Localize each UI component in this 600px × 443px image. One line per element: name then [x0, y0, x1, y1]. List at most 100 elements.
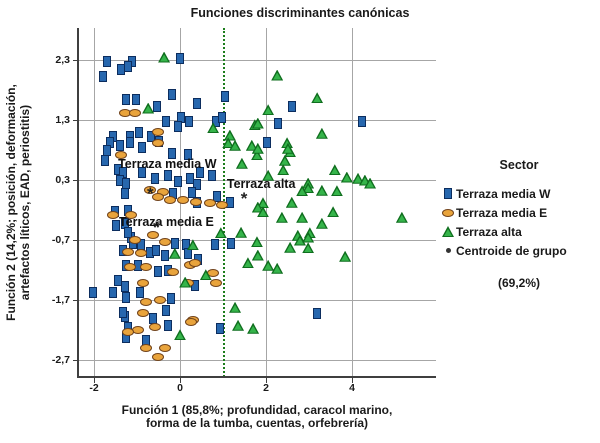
- scatter-point-terraza-alta: [256, 197, 269, 209]
- y-tick-label: -0,7: [51, 234, 70, 246]
- scatter-point-terraza-alta: [222, 137, 235, 149]
- scatter-point-terraza-alta: [251, 142, 264, 154]
- scatter-point-terraza-media-e: [115, 150, 128, 159]
- scatter-point-terraza-media-e: [152, 138, 165, 147]
- scatter-point-terraza-media-w: [185, 172, 194, 184]
- scatter-point-terraza-media-w: [123, 60, 132, 72]
- scatter-point-terraza-media-e: [140, 263, 153, 271]
- scatter-point-terraza-media-e: [152, 353, 165, 361]
- scatter-point-terraza-media-w: [115, 139, 124, 151]
- scatter-point-terraza-alta: [250, 236, 263, 248]
- x-tick-mark: [352, 378, 353, 383]
- legend-item-centroide-de-grupo: Centroide de grupo: [440, 241, 598, 260]
- scatter-point-terraza-media-w: [196, 166, 205, 178]
- plot-area: * * * Terraza media W Terraza alta Terraza me…: [78, 28, 436, 377]
- scatter-point-terraza-media-e: [216, 201, 229, 210]
- scatter-point-terraza-alta: [364, 177, 377, 189]
- dot-marker-icon: [440, 248, 456, 253]
- scatter-point-terraza-alta: [179, 276, 192, 288]
- scatter-point-terraza-alta: [330, 185, 343, 197]
- y-axis-line: [77, 28, 79, 378]
- scatter-point-terraza-alta: [315, 217, 328, 229]
- scatter-point-terraza-media-w: [151, 244, 160, 256]
- y-tick-mark: [73, 60, 78, 61]
- scatter-point-terraza-media-w: [99, 71, 108, 83]
- scatter-point-terraza-media-w: [102, 56, 111, 68]
- scatter-point-terraza-media-w: [193, 98, 202, 110]
- x-tick-mark: [180, 378, 181, 383]
- x-axis-title: Función 1 (85,8%; profundidad, caracol m…: [78, 404, 436, 430]
- scatter-point-terraza-media-w: [218, 111, 227, 123]
- scatter-point-terraza-alta: [281, 142, 294, 154]
- legend: Sector Terraza media W Terraza media E Ter…: [440, 158, 598, 290]
- scatter-point-terraza-media-e: [152, 192, 165, 201]
- scatter-point-terraza-alta: [315, 127, 328, 139]
- legend-title: Sector: [499, 158, 539, 172]
- scatter-point-terraza-alta: [275, 211, 288, 223]
- scatter-point-terraza-alta: [232, 319, 245, 331]
- scatter-point-terraza-alta: [223, 129, 236, 141]
- scatter-point-terraza-media-w: [151, 172, 160, 184]
- scatter-point-terraza-alta: [358, 174, 371, 186]
- y-tick-mark: [73, 240, 78, 241]
- scatter-point-terraza-alta: [271, 69, 284, 81]
- scatter-point-terraza-alta: [142, 102, 155, 114]
- scatter-point-terraza-alta: [247, 322, 260, 334]
- scatter-point-terraza-media-e: [185, 318, 198, 327]
- scatter-point-terraza-media-w: [160, 249, 169, 261]
- scatter-point-terraza-media-w: [161, 304, 170, 316]
- scatter-point-terraza-media-w: [313, 307, 322, 319]
- scatter-point-terraza-alta: [251, 249, 264, 261]
- scatter-point-centroide-de-grupo: *: [147, 183, 154, 203]
- scatter-point-terraza-media-e: [153, 296, 166, 304]
- scatter-point-terraza-alta: [256, 206, 269, 218]
- scatter-point-terraza-media-w: [111, 219, 120, 231]
- legend-item-terraza-media-e: Terraza media E: [440, 203, 598, 222]
- group-label-terraza-media-e: Terraza media E: [118, 215, 214, 229]
- scatter-point-terraza-media-e: [167, 267, 180, 276]
- x-tick-label: 0: [177, 382, 183, 394]
- scatter-point-terraza-media-w: [120, 187, 129, 199]
- scatter-point-terraza-media-w: [357, 116, 366, 128]
- gridline-vertical: [352, 28, 353, 377]
- scatter-point-terraza-media-w: [274, 117, 283, 129]
- scatter-point-terraza-alta: [327, 206, 340, 218]
- scatter-point-terraza-media-e: [210, 279, 223, 288]
- scatter-point-terraza-alta: [229, 301, 242, 313]
- scatter-point-terraza-alta: [168, 247, 181, 259]
- gridline-vertical: [266, 28, 267, 377]
- x-tick-mark: [94, 378, 95, 383]
- legend-items: Terraza media W Terraza media E Terraza al…: [440, 184, 598, 260]
- legend-item-label: Terraza media E: [456, 205, 548, 220]
- scatter-point-terraza-media-w: [176, 53, 184, 65]
- legend-item-terraza-alta: Terraza alta: [440, 222, 598, 241]
- scatter-point-terraza-media-e: [177, 195, 189, 204]
- scatter-point-terraza-media-w: [184, 149, 193, 161]
- scatter-point-terraza-media-w: [121, 93, 130, 105]
- scatter-point-terraza-alta: [262, 104, 275, 116]
- gridline-horizontal: [78, 360, 436, 361]
- scatter-point-terraza-media-w: [166, 292, 175, 304]
- scatter-point-terraza-media-e: [124, 263, 137, 271]
- scatter-point-terraza-media-w: [120, 281, 129, 293]
- group-label-terraza-alta: Terraza alta: [226, 177, 296, 192]
- x-tick-label: 4: [349, 382, 355, 394]
- scatter-point-terraza-media-w: [167, 88, 176, 100]
- scatter-point-terraza-alta: [241, 257, 254, 269]
- ellipse-marker-icon: [440, 208, 456, 217]
- scatter-point-terraza-alta: [250, 149, 263, 161]
- scatter-point-terraza-media-w: [188, 186, 197, 198]
- scatter-point-terraza-alta: [293, 234, 306, 246]
- scatter-point-terraza-alta: [214, 227, 227, 239]
- scatter-point-terraza-media-w: [163, 170, 172, 182]
- y-axis-title: Función 2 (14,2%; posición, deformación,…: [4, 28, 36, 377]
- y-tick-label: 2,3: [55, 54, 70, 66]
- scatter-point-terraza-media-w: [185, 115, 194, 127]
- scatter-point-terraza-media-w: [161, 116, 170, 128]
- scatter-point-terraza-media-w: [138, 141, 147, 153]
- scatter-point-terraza-media-w: [89, 286, 98, 298]
- scatter-point-terraza-media-e: [189, 198, 202, 207]
- scatter-point-terraza-media-w: [262, 137, 271, 149]
- gridline-vertical: [94, 28, 95, 377]
- scatter-point-terraza-alta: [302, 231, 315, 243]
